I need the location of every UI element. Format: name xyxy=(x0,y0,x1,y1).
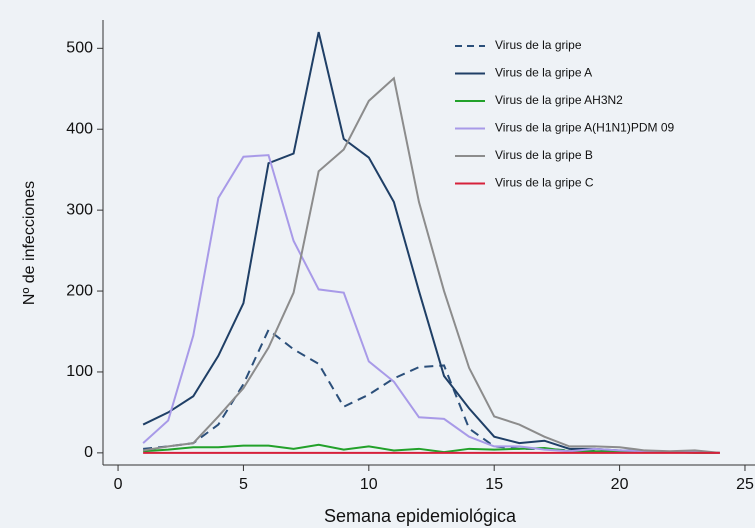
y-axis-label: Nº de infecciones xyxy=(21,181,38,305)
y-tick-label: 0 xyxy=(84,444,93,461)
x-tick-label: 15 xyxy=(485,476,503,493)
series-line xyxy=(142,76,720,454)
legend-label: Virus de la gripe AH3N2 xyxy=(495,93,623,107)
legend-label: Virus de la gripe B xyxy=(495,148,593,162)
x-tick-label: 0 xyxy=(114,476,123,493)
legend-label: Virus de la gripe C xyxy=(495,176,594,190)
y-tick-label: 400 xyxy=(66,120,93,137)
x-axis-label: Semana epidemiológica xyxy=(324,506,517,526)
y-tick-label: 200 xyxy=(66,282,93,299)
legend-label: Virus de la gripe A(H1N1)PDM 09 xyxy=(495,121,675,135)
x-tick-label: 10 xyxy=(360,476,378,493)
x-tick-label: 5 xyxy=(239,476,248,493)
legend-label: Virus de la gripe xyxy=(495,38,582,52)
legend-label: Virus de la gripe A xyxy=(495,66,592,80)
y-tick-label: 300 xyxy=(66,201,93,218)
y-tick-label: 100 xyxy=(66,363,93,380)
y-tick-label: 500 xyxy=(66,40,93,57)
x-tick-label: 20 xyxy=(611,476,629,493)
x-tick-label: 25 xyxy=(736,476,754,493)
series-line xyxy=(142,154,720,454)
